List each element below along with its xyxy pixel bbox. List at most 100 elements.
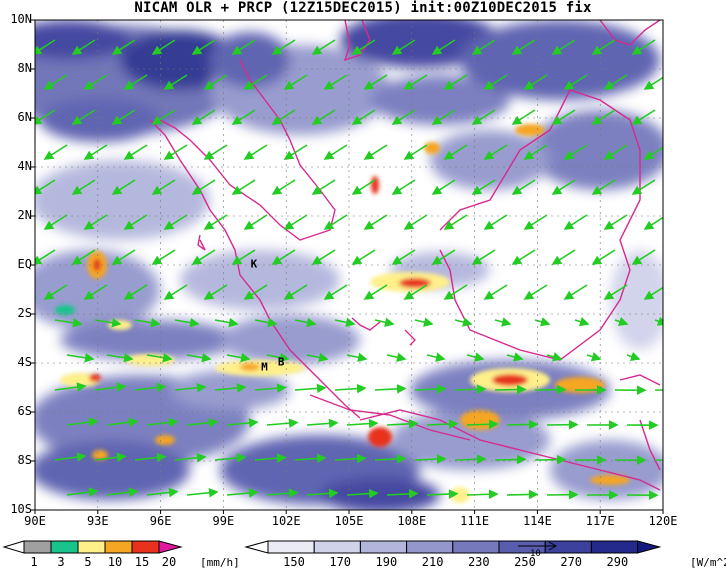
wind-vector xyxy=(363,144,388,160)
wind-vector xyxy=(431,179,456,195)
wind-vector xyxy=(191,109,216,125)
precip-colorbar-segment xyxy=(23,540,52,554)
wind-vector xyxy=(591,179,616,195)
wind-vector xyxy=(443,74,468,90)
wind-vector xyxy=(443,144,468,160)
wind-vector xyxy=(294,383,327,394)
wind-vector xyxy=(191,39,216,55)
wind-vector xyxy=(271,249,296,265)
coastline-java xyxy=(309,394,471,441)
precip-colorbar-label: 20 xyxy=(161,555,177,569)
wind-vector xyxy=(346,418,379,429)
coastline-philippines xyxy=(599,20,661,46)
wind-vector xyxy=(591,109,616,125)
precip-colorbar-label: 10 xyxy=(107,555,123,569)
olr-colorbar-segment xyxy=(267,540,315,554)
wind-vector xyxy=(631,39,656,55)
coastline-islet-2 xyxy=(404,329,416,346)
wind-vector xyxy=(35,249,56,265)
wind-vector xyxy=(483,74,508,90)
wind-vector xyxy=(83,214,108,230)
wind-vector xyxy=(546,352,563,362)
wind-vector xyxy=(466,489,499,500)
wind-vector xyxy=(363,214,388,230)
wind-vector xyxy=(254,453,287,463)
wind-vector xyxy=(306,488,339,499)
wind-vector xyxy=(346,352,368,363)
wind-vector xyxy=(374,384,407,394)
wind-vector xyxy=(94,382,127,393)
wind-vector xyxy=(271,39,296,55)
wind-vector xyxy=(471,249,496,265)
coastline-islet-3 xyxy=(619,374,661,386)
lat-label: 10N xyxy=(10,12,32,26)
wind-vector xyxy=(494,317,512,327)
olr-colorbar-label: 170 xyxy=(329,555,352,569)
wind-vector xyxy=(483,214,508,230)
wind-vector xyxy=(603,144,628,160)
wind-vector xyxy=(311,249,336,265)
lon-label: 114E xyxy=(522,514,552,528)
wind-vector xyxy=(574,317,590,327)
lon-label: 96E xyxy=(149,514,172,528)
wind-vector xyxy=(203,74,228,90)
wind-vector xyxy=(231,109,256,125)
wind-vector xyxy=(391,109,416,125)
wind-vector xyxy=(54,452,87,462)
wind-vector xyxy=(351,179,376,195)
lat-label: 2S xyxy=(17,306,32,320)
wind-vector xyxy=(243,144,268,160)
wind-vector xyxy=(334,453,367,464)
wind-vector xyxy=(123,284,148,300)
wind-vector xyxy=(71,39,96,55)
coastline-malay-peninsula xyxy=(149,119,361,419)
wind-vector xyxy=(403,284,428,300)
wind-vector xyxy=(43,74,68,90)
precip-colorbar-segment xyxy=(131,540,160,554)
precip-colorbar-label: 1 xyxy=(30,555,38,569)
precip-colorbar-label: 3 xyxy=(57,555,65,569)
wind-vector xyxy=(643,216,663,230)
wind-vector xyxy=(466,419,499,430)
wind-vector xyxy=(414,384,447,394)
wind-vector xyxy=(226,352,251,363)
wind-vector xyxy=(454,317,473,327)
wind-vector xyxy=(631,179,656,195)
lon-label: 120E xyxy=(648,514,678,528)
wind-vector xyxy=(226,418,259,428)
wind-vector xyxy=(243,214,268,230)
precipitation-layer xyxy=(55,124,630,503)
wind-vector xyxy=(43,214,68,230)
precip-colorbar-segment xyxy=(77,540,106,554)
wind-vector xyxy=(511,179,536,195)
coastline-islet-4 xyxy=(639,419,661,471)
coastline-borneo-east xyxy=(439,89,641,361)
wind-vector xyxy=(174,452,207,463)
wind-vector xyxy=(506,352,524,362)
wind-vector xyxy=(266,352,290,363)
wind-vector xyxy=(591,249,616,265)
lon-label: 117E xyxy=(585,514,615,528)
wind-vector xyxy=(106,352,134,363)
coastline-sumatra xyxy=(197,234,206,251)
wind-vector xyxy=(271,179,296,195)
wind-vector xyxy=(283,214,308,230)
lon-label: 90E xyxy=(24,514,46,528)
reference-wind-vector-head xyxy=(548,541,558,551)
wind-vector xyxy=(443,214,468,230)
wind-vector xyxy=(174,382,207,393)
wind-vector xyxy=(111,109,136,125)
wind-vector xyxy=(151,179,176,195)
wind-vector xyxy=(306,352,329,363)
wind-vector xyxy=(334,317,356,328)
precip-colorbar-label: 5 xyxy=(84,555,92,569)
wind-vector xyxy=(323,74,348,90)
station-markers: K M B xyxy=(251,257,285,373)
wind-vector xyxy=(151,249,176,265)
wind-vector xyxy=(311,39,336,55)
olr-colorbar-segment xyxy=(590,540,639,554)
wind-vector xyxy=(563,144,588,160)
wind-vector xyxy=(431,39,456,55)
wind-vector xyxy=(294,453,327,464)
